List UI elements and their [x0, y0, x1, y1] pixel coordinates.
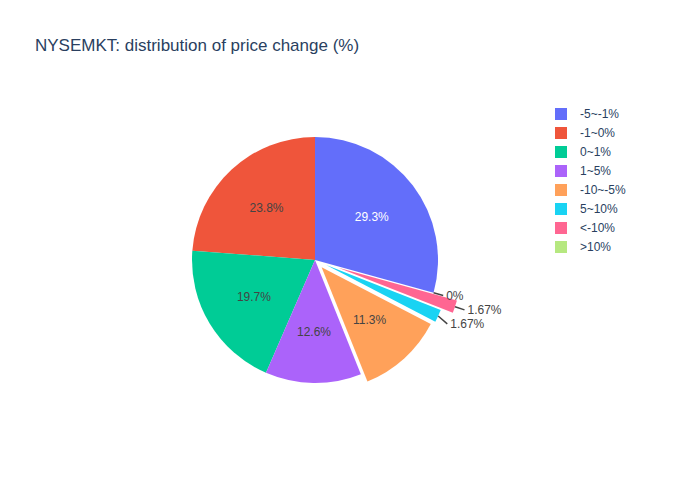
pie-slice: [322, 267, 431, 381]
data-label: 23.8%: [249, 201, 283, 215]
legend-label: <-10%: [580, 221, 615, 235]
legend-item[interactable]: 5~10%: [555, 202, 618, 216]
data-label: 1.67%: [450, 317, 484, 331]
data-labels: 29.3% 23.8% 19.7% 12.6% 11.3% 0% 1.67%1.67%: [237, 201, 502, 339]
leader-line: [438, 316, 447, 324]
legend-swatch: [555, 108, 567, 120]
legend-label: 1~5%: [580, 164, 611, 178]
chart-svg: NYSEMKT: distribution of price change (%…: [0, 0, 700, 500]
pie-slice: [338, 268, 457, 313]
legend-item[interactable]: >10%: [555, 240, 611, 254]
pie-slices: [192, 137, 457, 383]
legend-swatch: [555, 165, 567, 177]
background: [0, 0, 700, 500]
leader-line: [434, 293, 444, 296]
legend-swatch: [555, 241, 567, 253]
data-label: 12.6%: [297, 325, 331, 339]
leader-line: [455, 307, 464, 310]
chart-container: NYSEMKT: distribution of price change (%…: [0, 0, 700, 500]
pie-slice: [315, 137, 438, 293]
data-label: 11.3%: [353, 313, 386, 327]
data-label: 29.3%: [355, 210, 389, 224]
legend-swatch: [555, 203, 567, 215]
legend-swatch: [555, 184, 567, 196]
data-label: 1.67%: [468, 303, 502, 317]
legend-item[interactable]: -5~-1%: [555, 107, 619, 121]
legend-item[interactable]: -1~0%: [555, 126, 615, 140]
legend: -5~-1% -1~0% 0~1% 1~5% -10~-5% 5~10% <-10% >10%: [555, 107, 626, 254]
data-label: 19.7%: [237, 290, 271, 304]
legend-item[interactable]: <-10%: [555, 221, 615, 235]
legend-label: -1~0%: [580, 126, 615, 140]
data-label: 0%: [446, 289, 464, 303]
legend-swatch: [555, 127, 567, 139]
legend-swatch: [555, 222, 567, 234]
legend-swatch: [555, 146, 567, 158]
legend-item[interactable]: 0~1%: [555, 145, 611, 159]
legend-item[interactable]: -10~-5%: [555, 183, 626, 197]
chart-title: NYSEMKT: distribution of price change (%…: [35, 36, 359, 55]
pie-slice: [315, 260, 434, 293]
legend-item[interactable]: 1~5%: [555, 164, 611, 178]
legend-label: -10~-5%: [580, 183, 626, 197]
legend-label: >10%: [580, 240, 611, 254]
legend-label: -5~-1%: [580, 107, 619, 121]
legend-label: 0~1%: [580, 145, 611, 159]
legend-label: 5~10%: [580, 202, 618, 216]
pie-slice: [192, 137, 315, 260]
